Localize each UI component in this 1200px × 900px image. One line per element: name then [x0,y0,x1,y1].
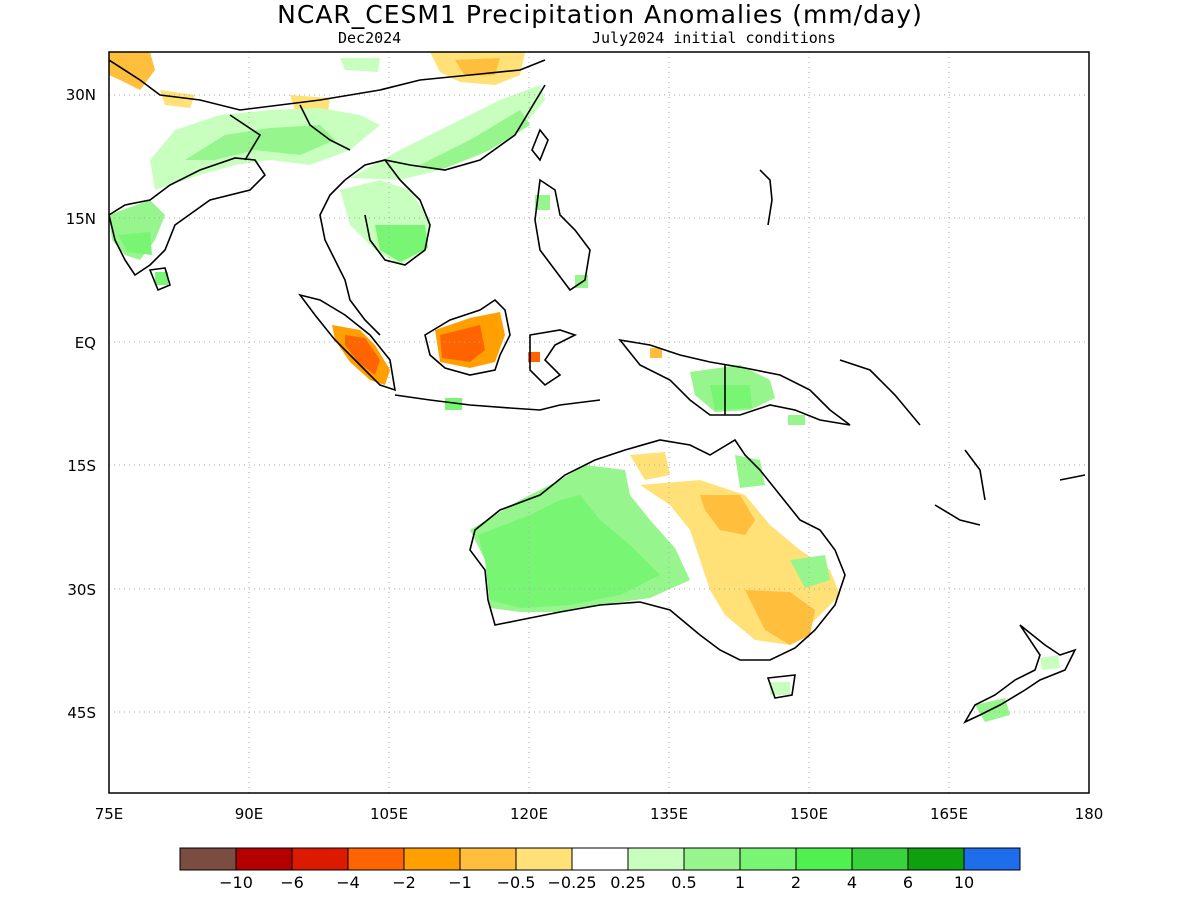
y-tick-label: 15N [66,210,96,228]
colorbar-swatch [235,847,293,871]
colorbar-label: −4 [336,873,360,892]
colorbar-swatch [179,847,237,871]
anomaly-region [1040,655,1060,670]
x-tick-label: 165E [930,805,968,823]
anomaly-region [440,325,485,362]
colorbar-swatch [515,847,573,871]
x-tick-label: 150E [790,805,828,823]
longitude-ticks: 75E 90E 105E 120E 135E 150E 165E 180 [95,805,1104,823]
colorbar-swatch [571,847,629,871]
x-tick-label: 105E [370,805,408,823]
anomaly-region [630,452,670,480]
x-tick-label: 75E [95,805,124,823]
anomaly-region [345,335,380,375]
anomaly-region [788,415,805,425]
latitude-ticks: 30N 15N EQ 15S 30S 45S [66,86,96,722]
colorbar-label: 0.25 [610,873,646,892]
y-tick-label: 30S [67,581,96,599]
forecast-month: Dec2024 [338,29,402,47]
coastlines [109,59,1086,724]
colorbar-label: 6 [903,873,913,892]
anomaly-region [455,58,500,76]
anomaly-region [445,398,462,410]
colorbar-label: −6 [280,873,304,892]
colorbar-label: 4 [847,873,857,892]
colorbar-swatch [291,847,349,871]
colorbar-label: 10 [954,873,974,892]
anomaly-region [109,52,155,90]
colorbar: −10 −6 −4 −2 −1 −0.5 −0.25 0.25 0.5 1 2 4 6 10 [179,847,1021,892]
anomaly-region [155,272,168,285]
colorbar-label: 2 [791,873,801,892]
anomaly-region [770,682,790,695]
anomaly-region [790,555,830,588]
anomaly-region [745,590,815,645]
anomaly-region [535,195,550,210]
initial-conditions: July2024 initial conditions [592,29,836,47]
anomaly-region [528,352,540,362]
x-tick-label: 90E [235,805,264,823]
colorbar-swatch [627,847,685,871]
lat-lon-grid [109,52,1089,793]
anomaly-region [160,90,195,108]
colorbar-swatch [907,847,965,871]
anomaly-region [375,225,428,262]
x-tick-label: 135E [650,805,688,823]
colorbar-label: −0.25 [547,873,596,892]
colorbar-label: −1 [448,873,472,892]
colorbar-swatch [963,847,1021,871]
colorbar-label: −10 [219,873,253,892]
colorbar-swatch [683,847,741,871]
colorbar-swatch [459,847,517,871]
y-tick-label: 30N [66,86,96,104]
anomaly-region [700,495,755,535]
colorbar-label: −0.5 [497,873,536,892]
anomaly-region [118,232,152,255]
colorbar-swatch [403,847,461,871]
anomaly-region [185,125,335,160]
colorbar-swatch [739,847,797,871]
anomaly-region [420,110,530,170]
map-frame [108,51,1090,794]
map-title: NCAR_CESM1 Precipitation Anomalies (mm/d… [277,0,923,29]
anomaly-region [350,85,545,180]
anomaly-region [478,495,660,608]
colorbar-label: −2 [392,873,416,892]
anomaly-region [735,455,765,488]
anomaly-region [650,348,662,358]
colorbar-swatch [851,847,909,871]
anomaly-region [710,385,752,410]
x-tick-label: 120E [510,805,548,823]
colorbar-label: 0.5 [671,873,696,892]
colorbar-swatch [795,847,853,871]
anomaly-region [340,58,380,72]
colorbar-label: 1 [735,873,745,892]
y-tick-label: EQ [75,334,96,352]
anomaly-fields [109,52,1060,722]
y-tick-label: 15S [67,457,96,475]
x-tick-label: 180 [1075,805,1104,823]
y-tick-label: 45S [67,704,96,722]
colorbar-swatch [347,847,405,871]
